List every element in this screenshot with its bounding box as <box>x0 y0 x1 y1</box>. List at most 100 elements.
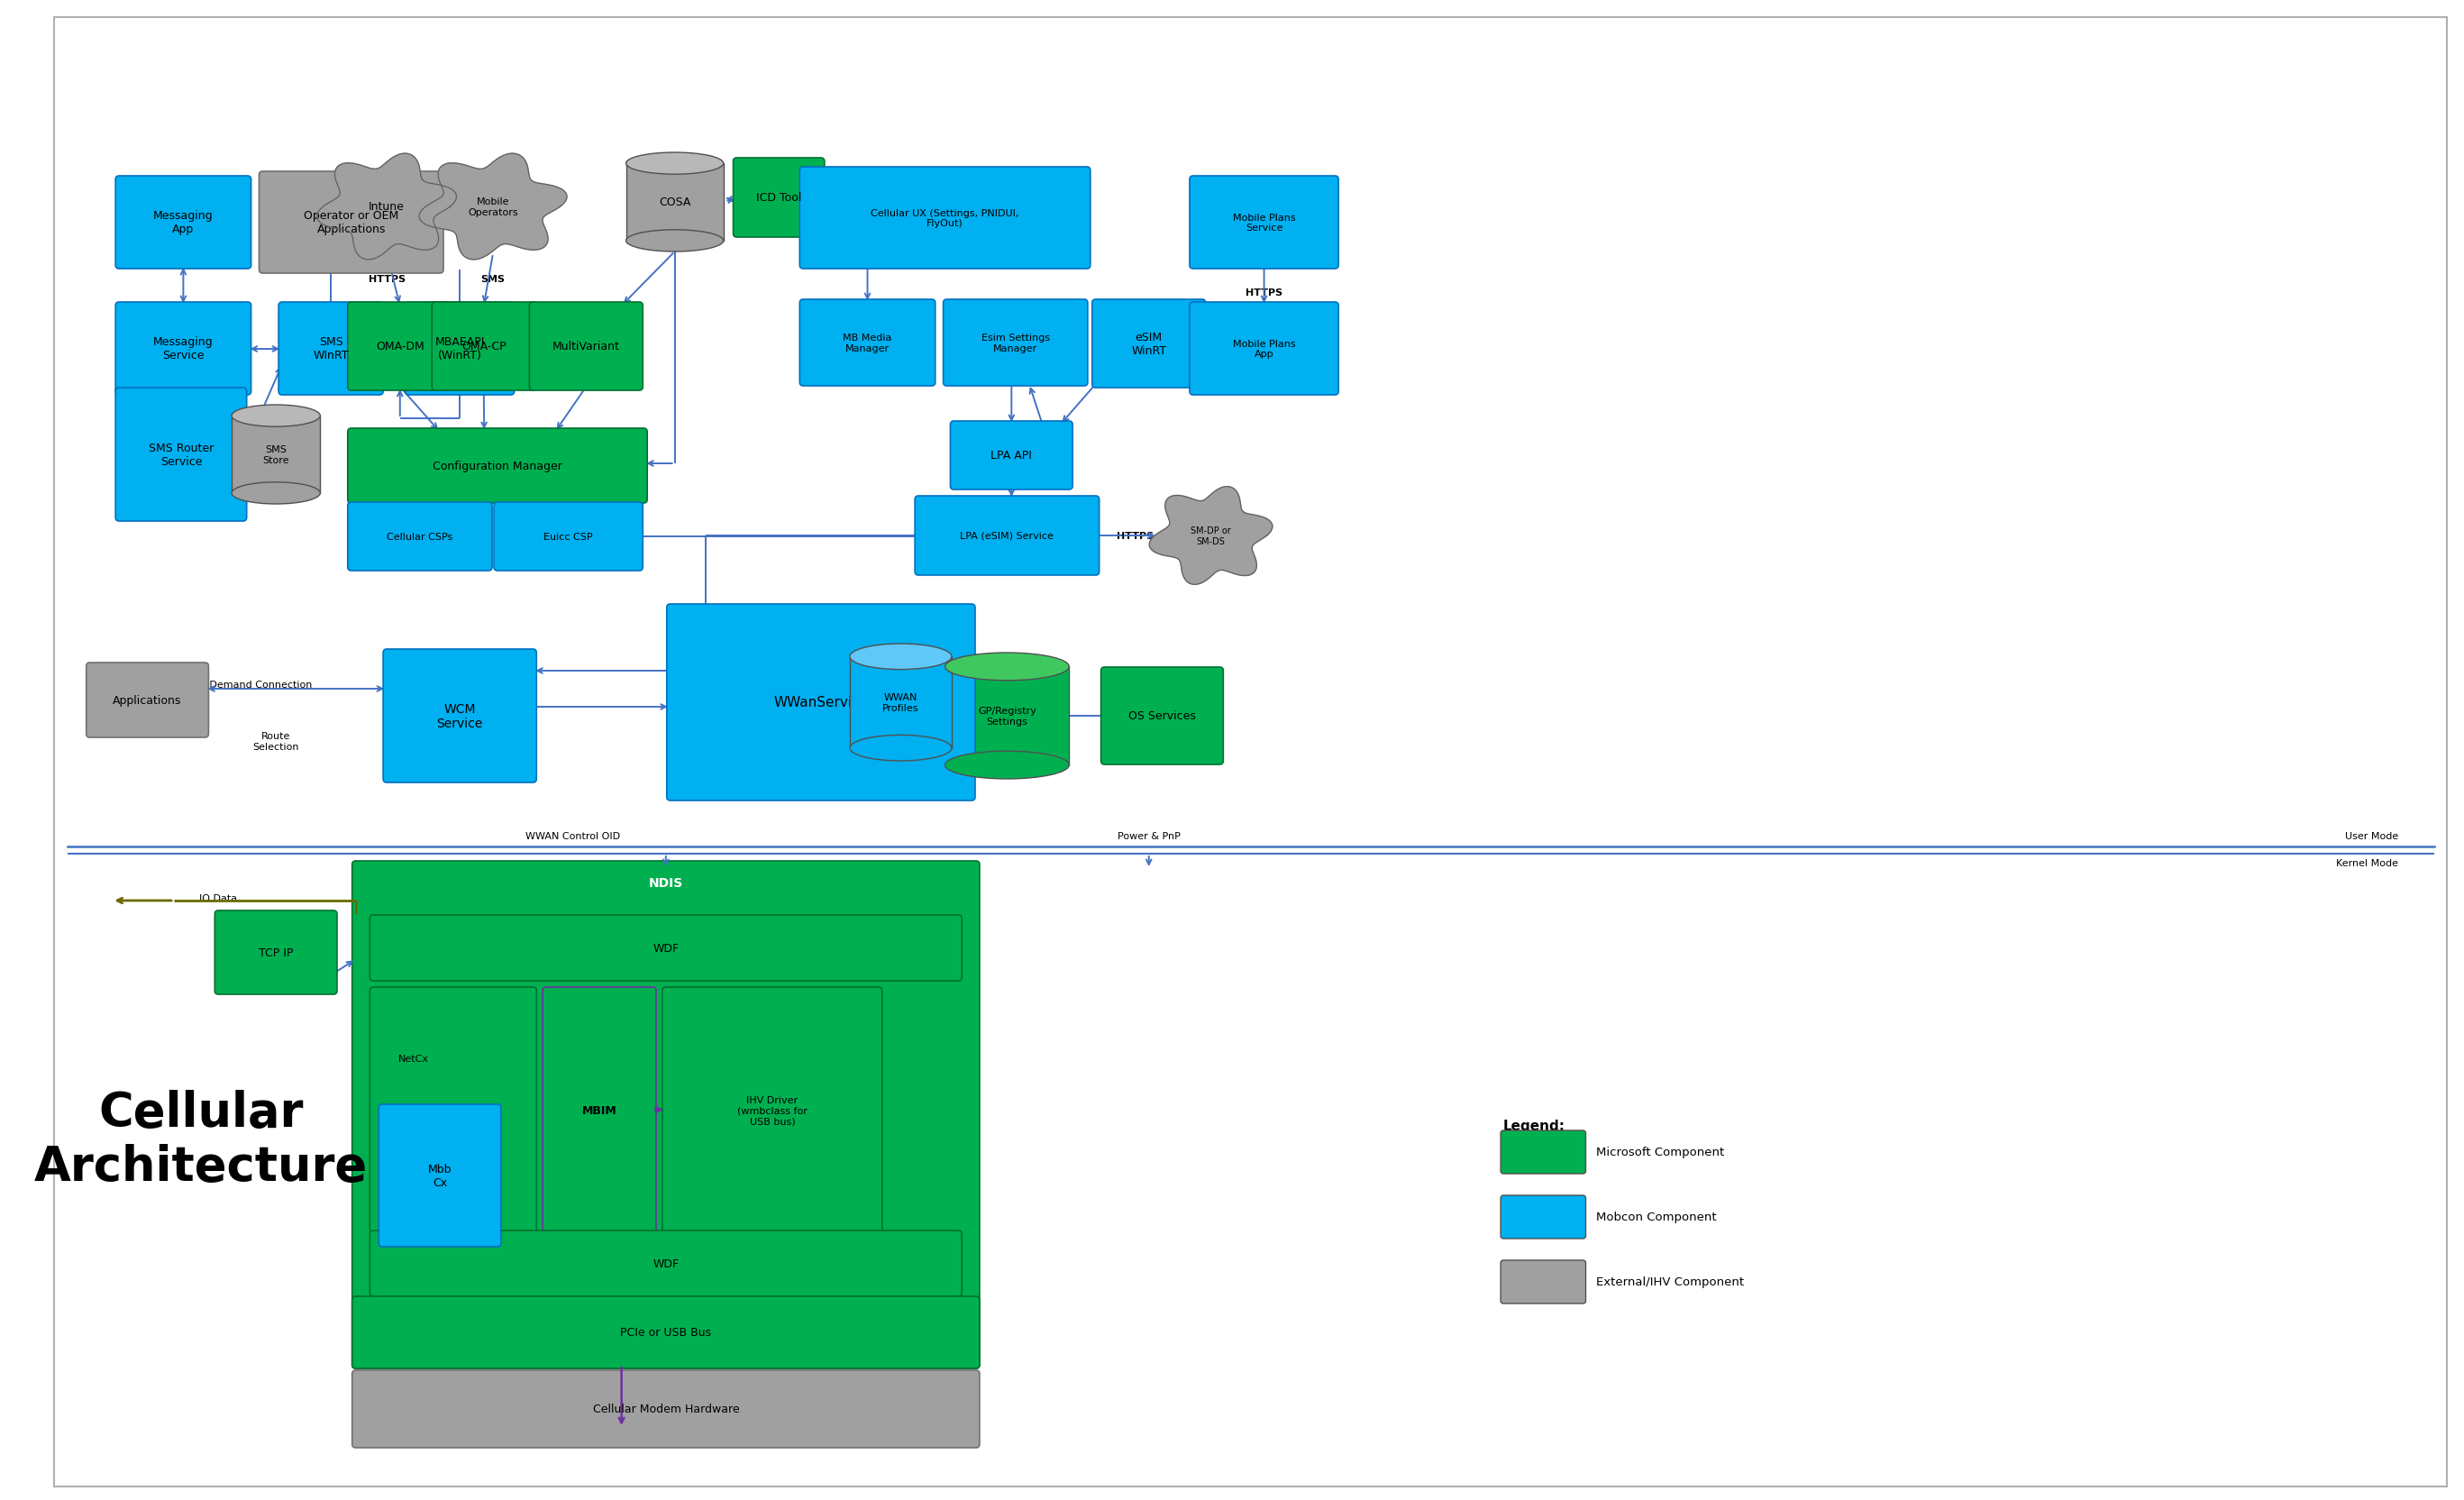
Text: LPA API: LPA API <box>991 450 1032 462</box>
FancyBboxPatch shape <box>431 303 537 392</box>
FancyBboxPatch shape <box>951 422 1072 491</box>
Text: HTTPS: HTTPS <box>1244 288 1284 297</box>
FancyBboxPatch shape <box>370 915 961 981</box>
FancyBboxPatch shape <box>86 663 209 738</box>
Text: COSA: COSA <box>658 196 690 209</box>
Text: Kernel Mode: Kernel Mode <box>2336 858 2397 867</box>
Text: Applications: Applications <box>113 694 182 706</box>
FancyBboxPatch shape <box>352 1296 981 1368</box>
Text: Intune: Intune <box>370 201 404 213</box>
Text: Configuration Manager: Configuration Manager <box>434 460 562 473</box>
Text: Mbb
Cx: Mbb Cx <box>429 1163 451 1188</box>
FancyBboxPatch shape <box>116 177 251 270</box>
Ellipse shape <box>232 405 320 427</box>
FancyBboxPatch shape <box>347 503 493 572</box>
Text: SMS: SMS <box>480 274 505 284</box>
Text: SM-DP or
SM-DS: SM-DP or SM-DS <box>1190 526 1232 546</box>
Polygon shape <box>419 154 567 259</box>
Text: MB Media
Manager: MB Media Manager <box>843 333 892 352</box>
FancyBboxPatch shape <box>259 173 444 274</box>
Text: TCP IP: TCP IP <box>259 946 293 958</box>
FancyBboxPatch shape <box>116 388 246 522</box>
Text: Messaging
Service: Messaging Service <box>153 336 214 361</box>
Text: Cellular CSPs: Cellular CSPs <box>387 532 453 542</box>
Text: OMA-DM: OMA-DM <box>377 340 424 352</box>
FancyBboxPatch shape <box>542 987 655 1233</box>
FancyBboxPatch shape <box>347 429 648 504</box>
FancyBboxPatch shape <box>1092 300 1205 388</box>
FancyBboxPatch shape <box>1190 177 1338 270</box>
Ellipse shape <box>850 644 951 670</box>
FancyBboxPatch shape <box>404 303 515 396</box>
FancyBboxPatch shape <box>530 303 643 392</box>
Text: MBAEAPI
(WinRT): MBAEAPI (WinRT) <box>434 336 485 361</box>
Text: User Mode: User Mode <box>2346 831 2397 840</box>
Polygon shape <box>1148 488 1271 585</box>
Ellipse shape <box>626 231 724 252</box>
FancyBboxPatch shape <box>116 303 251 396</box>
FancyBboxPatch shape <box>379 1104 500 1246</box>
Text: Operator or OEM
Applications: Operator or OEM Applications <box>303 210 399 236</box>
Text: SMS Router
Service: SMS Router Service <box>148 442 214 468</box>
Text: Euicc CSP: Euicc CSP <box>545 532 594 542</box>
Text: Cellular UX (Settings, PNIDUI,
FlyOut): Cellular UX (Settings, PNIDUI, FlyOut) <box>870 209 1020 228</box>
Text: Esim Settings
Manager: Esim Settings Manager <box>981 333 1050 352</box>
Text: eSIM
WinRT: eSIM WinRT <box>1131 332 1165 357</box>
Text: MultiVariant: MultiVariant <box>552 340 621 352</box>
FancyBboxPatch shape <box>663 987 882 1233</box>
FancyBboxPatch shape <box>801 168 1092 270</box>
Text: WWAN Control OID: WWAN Control OID <box>525 831 621 840</box>
Text: LPA (eSIM) Service: LPA (eSIM) Service <box>961 531 1055 540</box>
FancyBboxPatch shape <box>370 987 537 1233</box>
FancyBboxPatch shape <box>668 605 976 801</box>
FancyBboxPatch shape <box>352 1371 981 1447</box>
Text: PCIe or USB Bus: PCIe or USB Bus <box>621 1326 712 1338</box>
Text: MBIM: MBIM <box>582 1104 616 1116</box>
Bar <box>850 657 951 748</box>
Text: WDF: WDF <box>653 942 680 954</box>
Text: OMA-CP: OMA-CP <box>461 340 508 352</box>
Bar <box>946 668 1069 765</box>
FancyBboxPatch shape <box>944 300 1087 387</box>
Text: Microsoft Component: Microsoft Component <box>1597 1146 1725 1158</box>
FancyBboxPatch shape <box>278 303 382 396</box>
Text: NetCx: NetCx <box>436 1104 471 1116</box>
Text: SMS
Store: SMS Store <box>264 446 288 465</box>
FancyBboxPatch shape <box>493 503 643 572</box>
Text: OS Services: OS Services <box>1129 711 1195 722</box>
Text: Mobile Plans
Service: Mobile Plans Service <box>1232 213 1296 233</box>
Text: On Demand Connection: On Demand Connection <box>192 680 313 689</box>
Text: WDF: WDF <box>653 1257 680 1269</box>
Text: GP/Registry
Settings: GP/Registry Settings <box>978 706 1037 726</box>
FancyBboxPatch shape <box>347 303 453 392</box>
Text: Cellular Modem Hardware: Cellular Modem Hardware <box>591 1403 739 1414</box>
FancyBboxPatch shape <box>734 159 825 239</box>
Bar <box>232 417 320 494</box>
Text: Mobcon Component: Mobcon Component <box>1597 1212 1717 1222</box>
Ellipse shape <box>946 652 1069 681</box>
Ellipse shape <box>946 752 1069 780</box>
Text: ICD Tool: ICD Tool <box>756 192 801 204</box>
Text: WWanService: WWanService <box>774 696 867 709</box>
Bar <box>626 164 724 242</box>
Text: Power & PnP: Power & PnP <box>1116 831 1180 840</box>
Text: External/IHV Component: External/IHV Component <box>1597 1276 1745 1288</box>
Text: Mobile
Operators: Mobile Operators <box>468 198 517 218</box>
Text: HTTPS: HTTPS <box>1116 531 1153 540</box>
FancyBboxPatch shape <box>801 300 936 387</box>
Text: Mobile Plans
App: Mobile Plans App <box>1232 339 1296 358</box>
FancyBboxPatch shape <box>1190 303 1338 396</box>
Ellipse shape <box>626 153 724 176</box>
FancyBboxPatch shape <box>1501 1260 1587 1304</box>
Text: Cellular
Architecture: Cellular Architecture <box>34 1089 367 1190</box>
Text: Route
Selection: Route Selection <box>254 732 298 752</box>
FancyBboxPatch shape <box>352 861 981 1368</box>
Text: WCM
Service: WCM Service <box>436 702 483 731</box>
FancyBboxPatch shape <box>1101 668 1222 765</box>
Polygon shape <box>318 154 456 259</box>
FancyBboxPatch shape <box>382 650 537 783</box>
Text: WWAN
Profiles: WWAN Profiles <box>882 693 919 712</box>
FancyBboxPatch shape <box>214 910 338 994</box>
Text: Messaging
App: Messaging App <box>153 210 214 236</box>
Ellipse shape <box>850 735 951 762</box>
